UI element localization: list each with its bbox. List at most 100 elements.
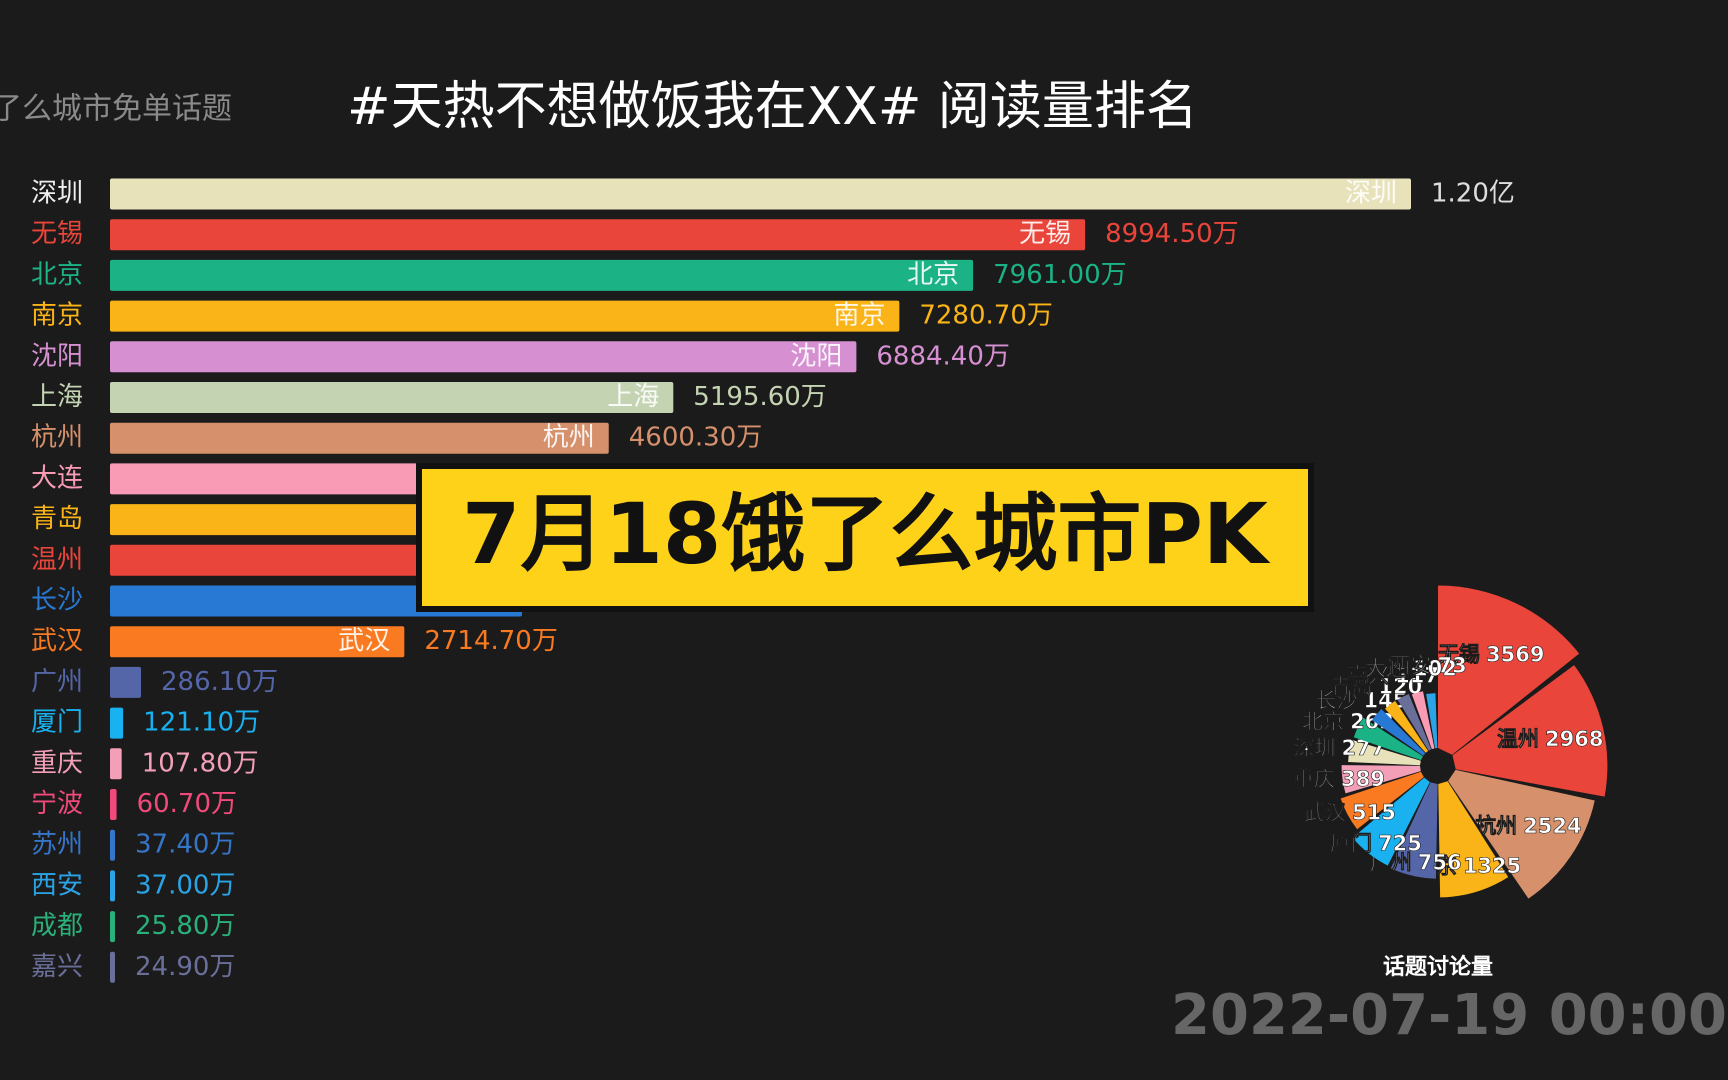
bar [110, 829, 115, 861]
rose-label-name: 深圳 [1294, 736, 1336, 760]
category-label: 杭州 [31, 423, 83, 453]
value-label: 7961.00万 [993, 260, 1127, 290]
rose-slice [1411, 691, 1435, 750]
rose-label-name: 大连 [1365, 657, 1408, 681]
bar [110, 789, 117, 820]
bar-inner-label: 武汉 [338, 626, 390, 656]
bar [110, 178, 1411, 210]
bar [110, 341, 857, 373]
value-label: 24.90万 [135, 952, 235, 982]
value-label: 121.10万 [143, 708, 260, 738]
rose-label: 深圳 277 [1294, 736, 1386, 760]
bar [110, 422, 609, 454]
timestamp: 2022-07-19 00:00 [1171, 983, 1727, 1048]
rose-slice [1397, 693, 1432, 751]
rose-slice [1438, 781, 1509, 898]
category-label: 成都 [31, 911, 83, 941]
rose-label-value: 102 [1413, 657, 1457, 681]
bar [110, 951, 115, 983]
rose-label-value: 2968 [1545, 727, 1603, 751]
rose-slice [1438, 585, 1580, 755]
bar [110, 382, 674, 413]
rose-label-name: 长沙 [1315, 689, 1357, 713]
value-label: 37.40万 [135, 830, 235, 860]
rose-slice [1452, 665, 1608, 797]
category-label: 武汉 [31, 626, 83, 656]
category-label: 广州 [31, 667, 83, 697]
rose-label-value: 515 [1352, 800, 1396, 824]
rose-slice [1348, 739, 1421, 766]
bar-inner-label: 北京 [907, 260, 959, 290]
value-label: 25.80万 [135, 911, 235, 941]
category-label: 青岛 [31, 504, 83, 534]
bar [110, 707, 124, 739]
rose-label: 厦门 725 [1330, 831, 1422, 855]
category-label: 上海 [31, 382, 83, 412]
rose-title: 话题讨论量 [1383, 954, 1493, 980]
rose-slice [1340, 771, 1424, 830]
category-label: 重庆 [31, 748, 83, 778]
rose-slice [1352, 777, 1430, 866]
bar [110, 870, 115, 902]
value-label: 6884.40万 [876, 341, 1010, 371]
rose-slice [1353, 717, 1423, 761]
rose-label: 无锡 3569 [1438, 642, 1544, 666]
rose-label-value: 389 [1341, 767, 1385, 791]
rose-label: 重庆 389 [1293, 767, 1385, 791]
rose-label-name: 武汉 [1304, 800, 1347, 824]
rose-label: 杭州 2524 [1475, 814, 1581, 838]
rose-label-value: 2524 [1523, 814, 1581, 838]
category-label: 苏州 [31, 830, 83, 860]
category-label: 温州 [31, 545, 83, 575]
bar-inner-label: 上海 [607, 382, 659, 412]
rose-slice [1426, 693, 1438, 749]
value-label: 1.20亿 [1431, 179, 1515, 209]
bar [110, 626, 405, 658]
value-label: 8994.50万 [1105, 219, 1239, 249]
category-label: 大连 [31, 463, 83, 493]
rose-slice [1384, 700, 1429, 753]
value-label: 60.70万 [137, 789, 237, 819]
bar [110, 219, 1086, 251]
category-label: 沈阳 [31, 341, 83, 371]
rose-label-name: 温州 [1497, 727, 1539, 751]
rose-label-name: 青岛 [1330, 674, 1372, 698]
category-label: 无锡 [31, 219, 83, 249]
value-label: 4600.30万 [629, 423, 763, 453]
value-label: 5195.60万 [693, 382, 827, 412]
banner [416, 463, 1314, 612]
value-label: 107.80万 [142, 748, 259, 778]
category-label: 西安 [31, 870, 83, 900]
value-label: 7280.70万 [919, 301, 1053, 331]
subtitle: 了么城市免单话题 [0, 92, 232, 127]
category-label: 深圳 [31, 179, 83, 209]
rose-label: 嘉兴 117 [1347, 664, 1439, 688]
rose-label-name: 无锡 [1438, 642, 1480, 666]
rose-label: 武汉 515 [1304, 800, 1396, 824]
rose-slice [1390, 782, 1438, 879]
rose-label: 大连 102 [1365, 657, 1457, 681]
bar [110, 259, 974, 291]
rose-slice [1372, 709, 1426, 756]
rose-label-value: 3569 [1486, 642, 1544, 666]
bar-inner-label: 无锡 [1019, 219, 1071, 249]
rose-slice [1341, 765, 1421, 794]
rose-label: 西安 73 [1389, 653, 1466, 677]
rose-label-name: 杭州 [1475, 814, 1517, 838]
value-label: 286.10万 [161, 667, 278, 697]
category-label: 北京 [31, 260, 83, 290]
rose-label-value: 117 [1395, 664, 1439, 688]
rose-label-name: 西安 [1389, 653, 1431, 677]
rose-label-name: 嘉兴 [1347, 664, 1389, 688]
category-label: 嘉兴 [31, 952, 83, 982]
bar [110, 300, 900, 332]
bar-inner-label: 深圳 [1345, 179, 1397, 209]
banner-text: 7月18饿了么城市PK [462, 485, 1271, 583]
category-label: 宁波 [31, 789, 83, 819]
rose-label: 温州 2968 [1497, 727, 1603, 751]
rose-label-value: 1325 [1463, 854, 1521, 878]
category-label: 厦门 [31, 708, 83, 738]
chart-title: #天热不想做饭我在XX# 阅读量排名 [347, 77, 1198, 137]
